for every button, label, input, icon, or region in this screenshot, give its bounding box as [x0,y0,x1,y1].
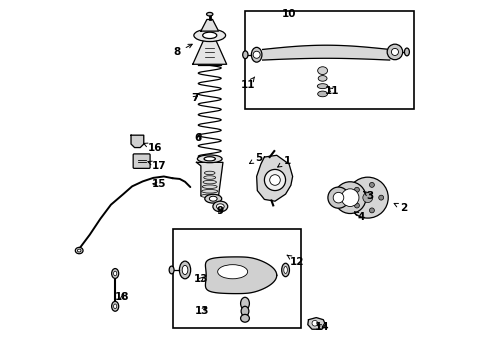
Ellipse shape [204,157,216,161]
Circle shape [334,182,366,213]
Circle shape [270,175,280,185]
Ellipse shape [207,12,213,16]
Ellipse shape [241,306,249,316]
Ellipse shape [251,48,262,62]
Text: 10: 10 [282,9,296,19]
Polygon shape [193,41,227,64]
Ellipse shape [203,180,217,184]
Ellipse shape [169,266,174,274]
Ellipse shape [205,194,221,203]
Text: 12: 12 [287,255,304,267]
Circle shape [265,170,286,190]
Ellipse shape [204,176,216,179]
Circle shape [369,183,374,187]
Polygon shape [131,135,144,148]
Polygon shape [257,155,293,201]
Ellipse shape [213,201,228,212]
Ellipse shape [204,171,215,175]
Polygon shape [205,257,277,294]
Ellipse shape [282,263,290,277]
Text: 18: 18 [115,292,129,302]
Circle shape [387,44,403,60]
Ellipse shape [202,185,217,189]
Circle shape [347,177,388,218]
Circle shape [342,189,359,207]
Text: 6: 6 [195,133,202,143]
Ellipse shape [241,314,249,322]
Ellipse shape [218,265,247,279]
Ellipse shape [112,269,119,278]
Ellipse shape [318,84,328,89]
Ellipse shape [77,249,81,252]
Ellipse shape [194,29,225,41]
Ellipse shape [217,204,224,209]
Circle shape [333,192,344,203]
Bar [245,11,415,109]
Circle shape [379,195,384,200]
Ellipse shape [201,189,218,193]
Polygon shape [201,19,219,31]
Ellipse shape [318,91,327,97]
Ellipse shape [114,271,117,276]
Polygon shape [263,45,390,60]
Text: 15: 15 [151,179,166,189]
Text: 4: 4 [354,212,365,222]
Ellipse shape [112,301,119,311]
Text: 17: 17 [148,161,167,171]
Circle shape [354,203,359,208]
Polygon shape [196,162,223,196]
FancyBboxPatch shape [133,154,150,168]
Ellipse shape [75,247,83,254]
Text: 5: 5 [249,153,263,163]
Ellipse shape [203,32,217,39]
Ellipse shape [318,76,327,81]
Text: 9: 9 [217,206,224,216]
Bar [172,229,301,328]
Ellipse shape [243,51,248,59]
Ellipse shape [241,297,249,310]
Ellipse shape [201,194,219,198]
Text: 11: 11 [325,86,340,96]
Circle shape [392,48,398,55]
Text: 1: 1 [278,156,291,167]
Text: 3: 3 [364,191,374,201]
Text: 16: 16 [144,143,162,153]
Circle shape [253,51,260,58]
Text: 13: 13 [195,306,209,316]
Ellipse shape [209,196,217,201]
Ellipse shape [179,261,191,279]
Ellipse shape [318,67,327,75]
Circle shape [363,193,373,203]
Circle shape [354,187,359,192]
Polygon shape [308,318,325,329]
Ellipse shape [197,155,222,163]
Text: 8: 8 [173,44,192,57]
Ellipse shape [114,304,117,309]
Ellipse shape [182,265,188,275]
Text: 7: 7 [191,93,198,103]
Circle shape [328,187,349,208]
Text: 2: 2 [394,203,407,213]
Circle shape [312,320,318,326]
Text: 14: 14 [315,323,330,333]
Ellipse shape [284,266,287,274]
Text: 11: 11 [241,77,256,90]
Circle shape [369,208,374,213]
Text: 13: 13 [194,274,208,284]
Ellipse shape [404,48,410,56]
